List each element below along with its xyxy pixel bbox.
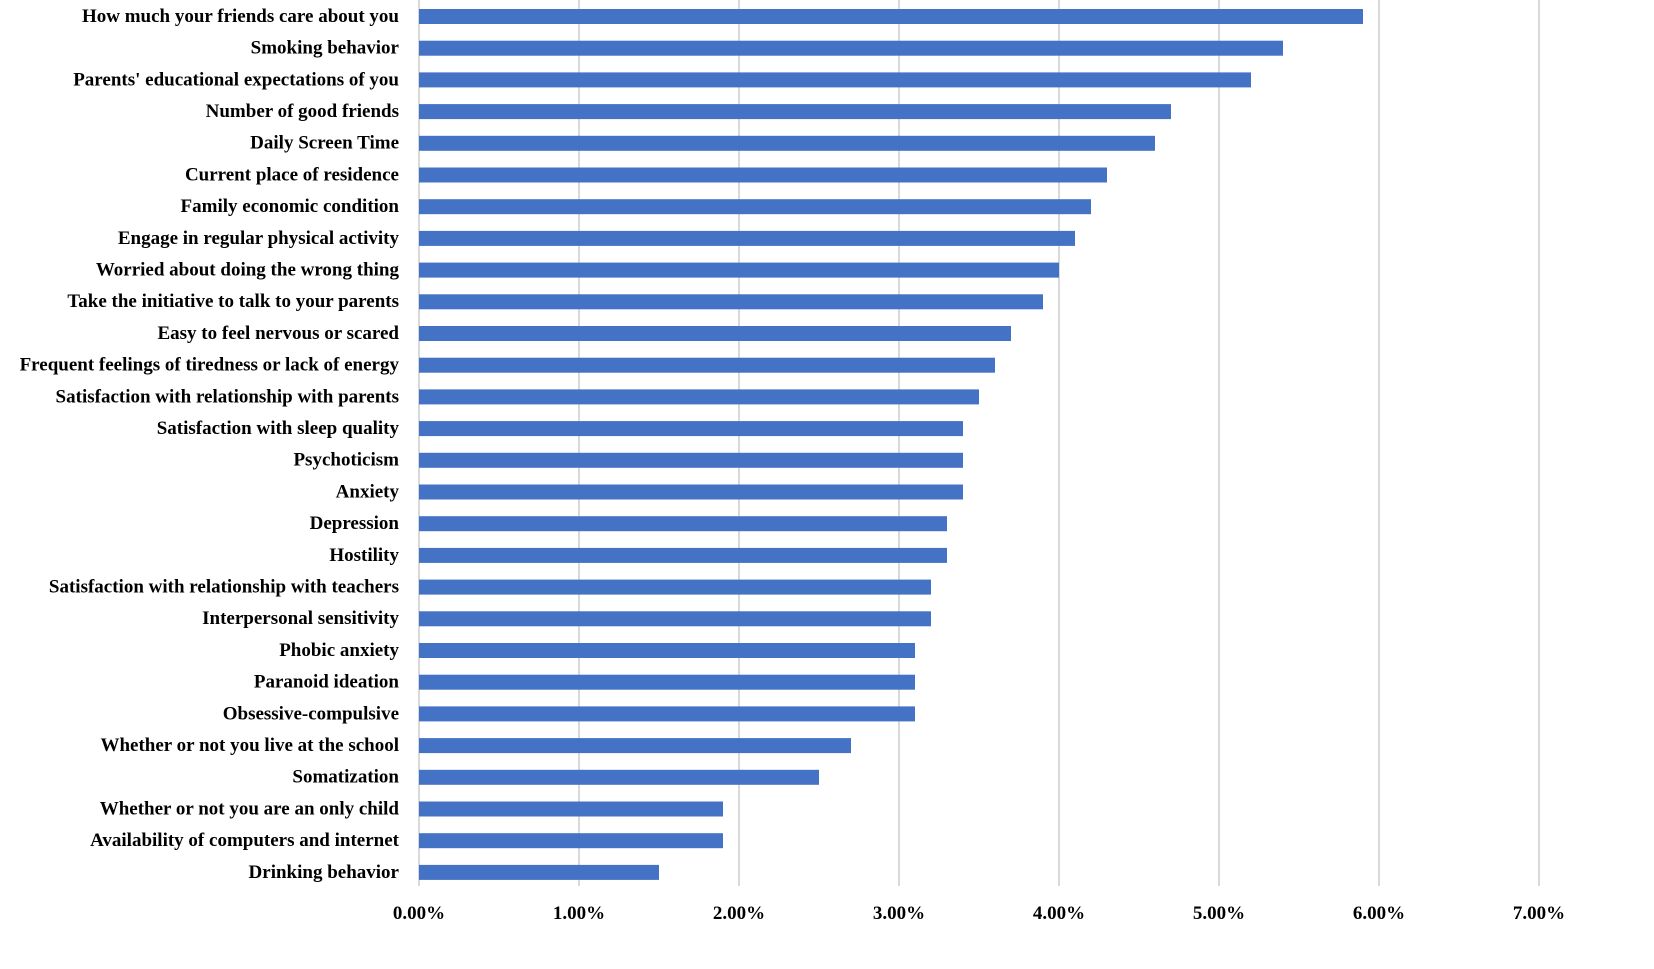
bar-14 xyxy=(419,452,963,468)
x-tick-label-7: 7.00% xyxy=(1513,903,1565,924)
category-label-8: Worried about doing the wrong thing xyxy=(96,259,400,280)
x-axis-tick-labels: 0.00% 1.00% 2.00% 3.00% 4.00% 5.00% 6.00% 7.00% xyxy=(393,903,1565,924)
bar-13 xyxy=(419,421,963,437)
category-label-6: Family economic condition xyxy=(181,196,400,217)
x-tick-label-6: 6.00% xyxy=(1353,903,1405,924)
category-label-2: Parents' educational expectations of you xyxy=(73,69,399,90)
bar-0 xyxy=(419,9,1363,24)
x-tick-label-0: 0.00% xyxy=(393,903,445,924)
category-label-7: Engage in regular physical activity xyxy=(118,228,400,249)
x-tick-label-3: 3.00% xyxy=(873,903,925,924)
category-label-9: Take the initiative to talk to your pare… xyxy=(67,291,399,312)
category-label-25: Whether or not you are an only child xyxy=(100,798,400,819)
bar-25 xyxy=(419,801,723,817)
bar-4 xyxy=(419,135,1155,151)
bar-2 xyxy=(419,72,1251,88)
category-label-23: Whether or not you live at the school xyxy=(100,735,399,756)
category-label-3: Number of good friends xyxy=(206,101,399,122)
category-label-27: Drinking behavior xyxy=(249,862,400,883)
bar-8 xyxy=(419,262,1059,278)
bar-20 xyxy=(419,643,915,658)
bar-18 xyxy=(419,579,931,595)
bar-12 xyxy=(419,389,979,405)
category-label-12: Satisfaction with relationship with pare… xyxy=(56,386,399,407)
category-label-14: Psychoticism xyxy=(293,450,399,471)
category-label-15: Anxiety xyxy=(336,481,400,502)
bar-16 xyxy=(419,516,947,532)
category-label-5: Current place of residence xyxy=(185,164,399,185)
category-labels: How much your friends care about you Smok… xyxy=(20,6,400,883)
bar-22 xyxy=(419,706,915,722)
category-label-13: Satisfaction with sleep quality xyxy=(157,418,400,439)
bar-26 xyxy=(419,833,723,849)
bar-3 xyxy=(419,104,1171,120)
category-label-19: Interpersonal sensitivity xyxy=(202,608,399,629)
bars xyxy=(419,9,1363,880)
bar-7 xyxy=(419,230,1075,246)
category-label-24: Somatization xyxy=(292,767,399,788)
bar-27 xyxy=(419,864,659,880)
bar-17 xyxy=(419,547,947,563)
category-label-21: Paranoid ideation xyxy=(254,672,400,693)
bar-5 xyxy=(419,167,1107,183)
category-label-17: Hostility xyxy=(329,545,399,566)
x-tick-label-5: 5.00% xyxy=(1193,903,1245,924)
bar-24 xyxy=(419,769,819,785)
category-label-18: Satisfaction with relationship with teac… xyxy=(49,576,399,597)
bar-19 xyxy=(419,611,931,627)
x-tick-label-4: 4.00% xyxy=(1033,903,1085,924)
category-label-11: Frequent feelings of tiredness or lack o… xyxy=(20,355,400,376)
bar-15 xyxy=(419,484,963,500)
bar-6 xyxy=(419,199,1091,215)
category-label-10: Easy to feel nervous or scared xyxy=(157,323,399,344)
category-label-16: Depression xyxy=(310,513,400,534)
bar-11 xyxy=(419,357,995,373)
category-label-22: Obsessive-compulsive xyxy=(223,703,399,724)
category-label-20: Phobic anxiety xyxy=(279,640,399,661)
bar-9 xyxy=(419,294,1043,310)
bar-10 xyxy=(419,326,1011,341)
category-label-26: Availability of computers and internet xyxy=(90,830,400,851)
bar-23 xyxy=(419,738,851,754)
bar-1 xyxy=(419,40,1283,56)
category-label-1: Smoking behavior xyxy=(251,38,400,59)
bar-21 xyxy=(419,674,915,690)
category-label-0: How much your friends care about you xyxy=(82,6,399,27)
x-tick-label-2: 2.00% xyxy=(713,903,765,924)
x-tick-label-1: 1.00% xyxy=(553,903,605,924)
category-label-4: Daily Screen Time xyxy=(250,133,399,154)
